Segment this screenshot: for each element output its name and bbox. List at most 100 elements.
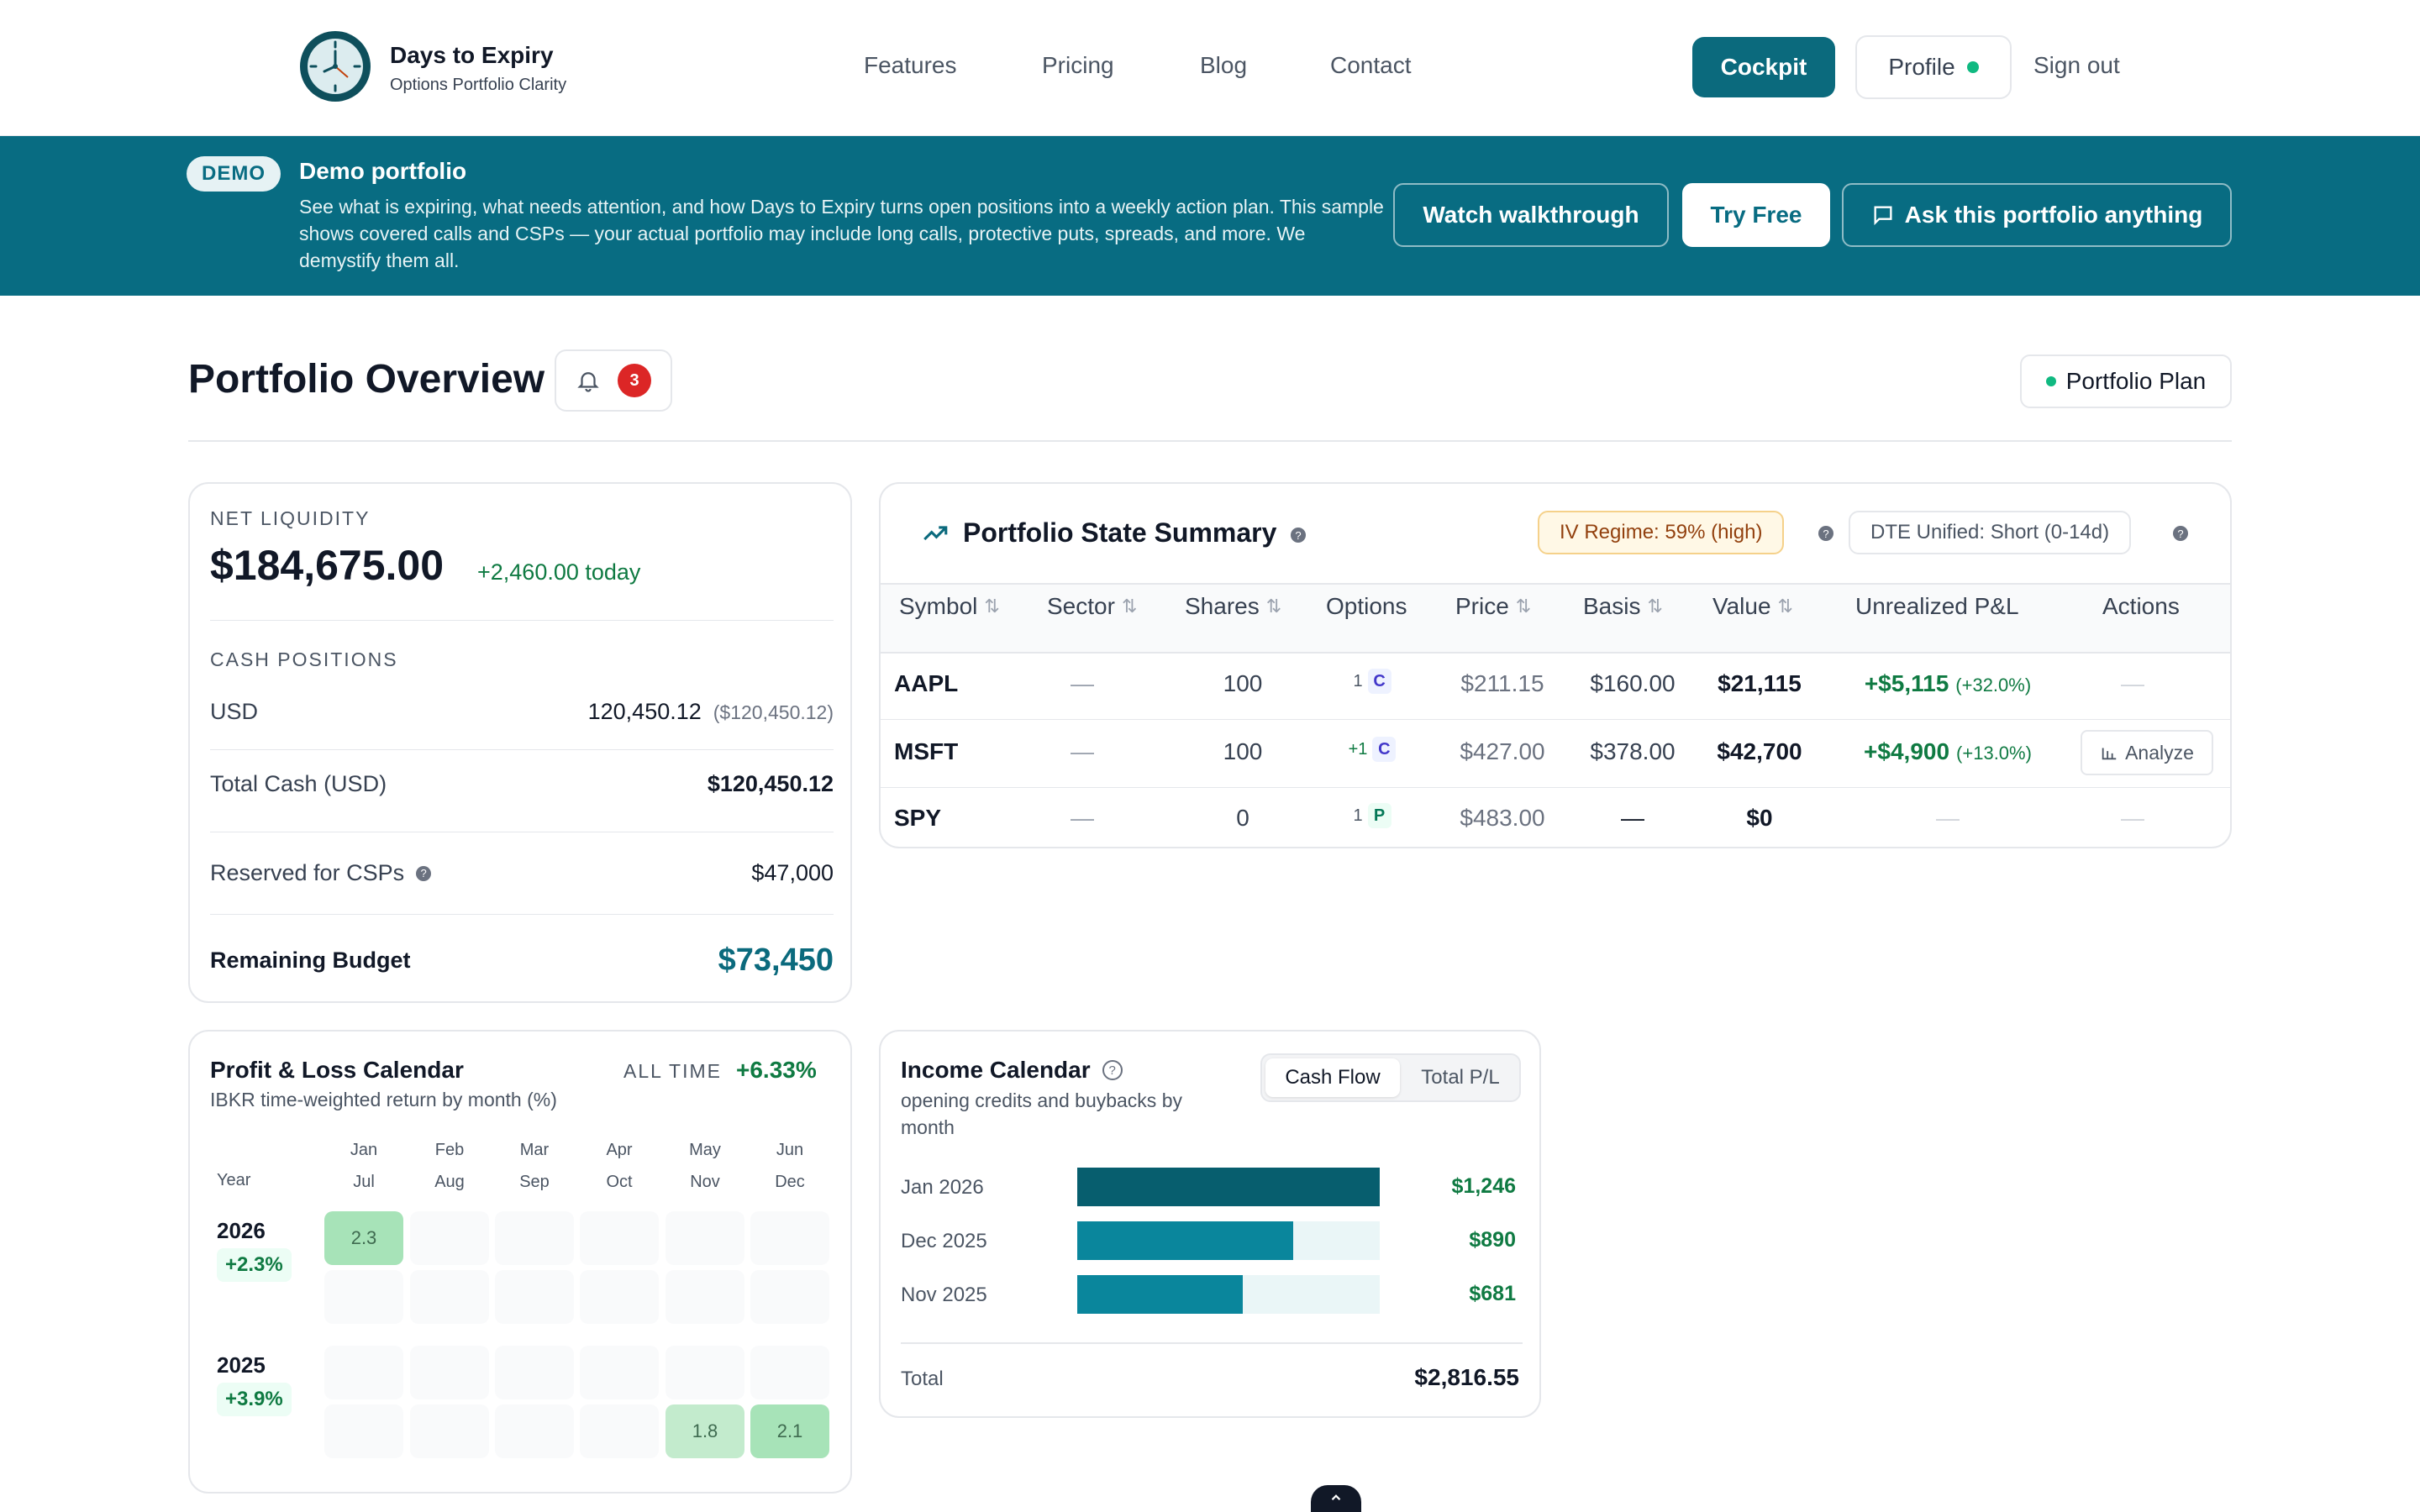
calendar-cell[interactable]: 1.8 — [666, 1404, 744, 1458]
sort-icon: ⇅ — [1515, 596, 1532, 617]
calendar-cell[interactable] — [495, 1404, 574, 1458]
calendar-cell[interactable] — [324, 1346, 403, 1399]
income-row[interactable]: Jan 2026 $1,246 — [901, 1166, 1523, 1208]
cockpit-button[interactable]: Cockpit — [1692, 37, 1835, 97]
income-bar-track — [1077, 1168, 1380, 1206]
calendar-cell[interactable] — [580, 1404, 659, 1458]
calendar-cell[interactable] — [324, 1270, 403, 1324]
divider — [210, 914, 834, 915]
portfolio-plan-label: Portfolio Plan — [2065, 368, 2207, 394]
value-cell: $42,700 — [1717, 738, 1802, 764]
row-divider — [881, 719, 2230, 720]
year-2025-label: 2025 — [217, 1352, 266, 1378]
options-cell[interactable]: +1 C — [1326, 737, 1418, 762]
sign-out-link[interactable]: Sign out — [2033, 52, 2120, 78]
calendar-cell[interactable]: 2.1 — [750, 1404, 829, 1458]
calendar-cell[interactable] — [750, 1346, 829, 1399]
income-bar-track — [1077, 1275, 1380, 1314]
calendar-cell[interactable] — [324, 1404, 403, 1458]
iv-help-icon[interactable]: ? — [1818, 526, 1833, 541]
col-value[interactable]: Value ⇅ — [1712, 593, 1793, 620]
brand-title[interactable]: Days to Expiry — [390, 42, 554, 68]
cash-positions-label: CASH POSITIONS — [210, 648, 398, 670]
clock-logo-icon[interactable] — [299, 30, 371, 102]
summary-help-icon[interactable]: ? — [1291, 528, 1306, 543]
income-value: $890 — [1469, 1228, 1516, 1252]
pnl-percent: (+13.0%) — [1956, 743, 2032, 764]
nav-link-contact[interactable]: Contact — [1330, 52, 1412, 78]
tab-cash-flow[interactable]: Cash Flow — [1265, 1058, 1400, 1097]
symbol-cell: SPY — [894, 805, 942, 831]
income-calendar-card: Income Calendar ? opening credits and bu… — [879, 1030, 1541, 1418]
ask-portfolio-button[interactable]: Ask this portfolio anything — [1842, 183, 2232, 247]
calendar-cell[interactable] — [410, 1270, 489, 1324]
calendar-cell[interactable] — [666, 1346, 744, 1399]
page-title: Portfolio Overview — [188, 357, 545, 402]
calendar-cell[interactable] — [410, 1404, 489, 1458]
calendar-cell[interactable] — [495, 1346, 574, 1399]
iv-regime-badge[interactable]: IV Regime: 59% (high) — [1538, 511, 1785, 554]
col-sector[interactable]: Sector ⇅ — [1047, 593, 1137, 620]
nav-link-pricing[interactable]: Pricing — [1042, 52, 1114, 78]
calendar-cell[interactable] — [666, 1211, 744, 1265]
analyze-button[interactable]: Analyze — [2081, 730, 2213, 775]
option-count: +1 — [1348, 739, 1368, 759]
table-row[interactable]: MSFT — 100 +1 C $427.00 $378.00 $42,700 … — [881, 720, 2230, 787]
calendar-cell[interactable] — [580, 1346, 659, 1399]
calendar-cell[interactable]: 2.3 — [324, 1211, 403, 1265]
dte-help-icon[interactable]: ? — [2173, 526, 2188, 541]
month-label: Jun — [776, 1141, 804, 1159]
try-free-button[interactable]: Try Free — [1682, 183, 1830, 247]
calendar-cell[interactable] — [580, 1270, 659, 1324]
options-cell[interactable]: 1 C — [1326, 669, 1418, 694]
watch-walkthrough-button[interactable]: Watch walkthrough — [1393, 183, 1669, 247]
alerts-button[interactable]: 3 — [555, 349, 672, 412]
pnl-value: +$4,900 — [1864, 738, 1950, 764]
sector-cell: — — [1071, 805, 1094, 831]
dte-badge[interactable]: DTE Unified: Short (0-14d) — [1849, 511, 2132, 554]
table-divider — [881, 652, 2230, 654]
calendar-cell[interactable] — [410, 1211, 489, 1265]
sector-cell: — — [1071, 738, 1094, 764]
calendar-cell[interactable] — [495, 1211, 574, 1265]
year-2026-label: 2026 — [217, 1218, 266, 1243]
profile-button[interactable]: Profile — [1855, 35, 2012, 99]
net-liquidity-change: +2,460.00 today — [477, 559, 641, 585]
tab-total-pl[interactable]: Total P/L — [1421, 1066, 1500, 1089]
help-circle-icon[interactable]: ? — [1102, 1060, 1123, 1080]
shares-cell: 100 — [1223, 670, 1263, 696]
income-row[interactable]: Nov 2025 $681 — [901, 1273, 1523, 1315]
option-count: 1 — [1353, 806, 1363, 825]
calendar-cell[interactable] — [750, 1270, 829, 1324]
chat-icon — [1874, 206, 1892, 226]
pl-calendar-card: Profit & Loss Calendar IBKR time-weighte… — [188, 1030, 852, 1494]
summary-title: Portfolio State Summary — [963, 517, 1277, 548]
banner-description: See what is expiring, what needs attenti… — [299, 196, 1384, 271]
calendar-cell[interactable] — [750, 1211, 829, 1265]
help-icon[interactable]: ? — [416, 865, 432, 881]
value-cell: $21,115 — [1718, 670, 1802, 696]
table-row[interactable]: SPY — 0 1 P $483.00 — $0 — — — [881, 788, 2230, 847]
divider — [210, 620, 834, 621]
calendar-cell[interactable] — [410, 1346, 489, 1399]
col-price[interactable]: Price ⇅ — [1455, 593, 1531, 620]
col-basis[interactable]: Basis ⇅ — [1583, 593, 1663, 620]
income-bar — [1077, 1221, 1293, 1260]
portfolio-plan-button[interactable]: Portfolio Plan — [2020, 354, 2232, 408]
scroll-up-button[interactable] — [1311, 1485, 1361, 1512]
calendar-cell[interactable] — [666, 1270, 744, 1324]
table-row[interactable]: AAPL — 100 1 C $211.15 $160.00 $21,115 +… — [881, 654, 2230, 719]
bell-icon — [577, 372, 599, 392]
calendar-cell[interactable] — [495, 1270, 574, 1324]
col-shares[interactable]: Shares ⇅ — [1185, 593, 1281, 620]
remaining-budget-row: Remaining Budget $73,450 — [210, 942, 834, 979]
nav-link-blog[interactable]: Blog — [1200, 52, 1248, 78]
income-title: Income Calendar — [901, 1057, 1091, 1083]
options-cell[interactable]: 1 P — [1326, 803, 1418, 828]
income-row[interactable]: Dec 2025 $890 — [901, 1220, 1523, 1262]
nav-link-features[interactable]: Features — [864, 52, 957, 78]
calendar-cell[interactable] — [580, 1211, 659, 1265]
usd-label: USD — [210, 699, 259, 724]
col-symbol[interactable]: Symbol ⇅ — [899, 593, 1000, 620]
value-cell: $0 — [1746, 805, 1773, 831]
